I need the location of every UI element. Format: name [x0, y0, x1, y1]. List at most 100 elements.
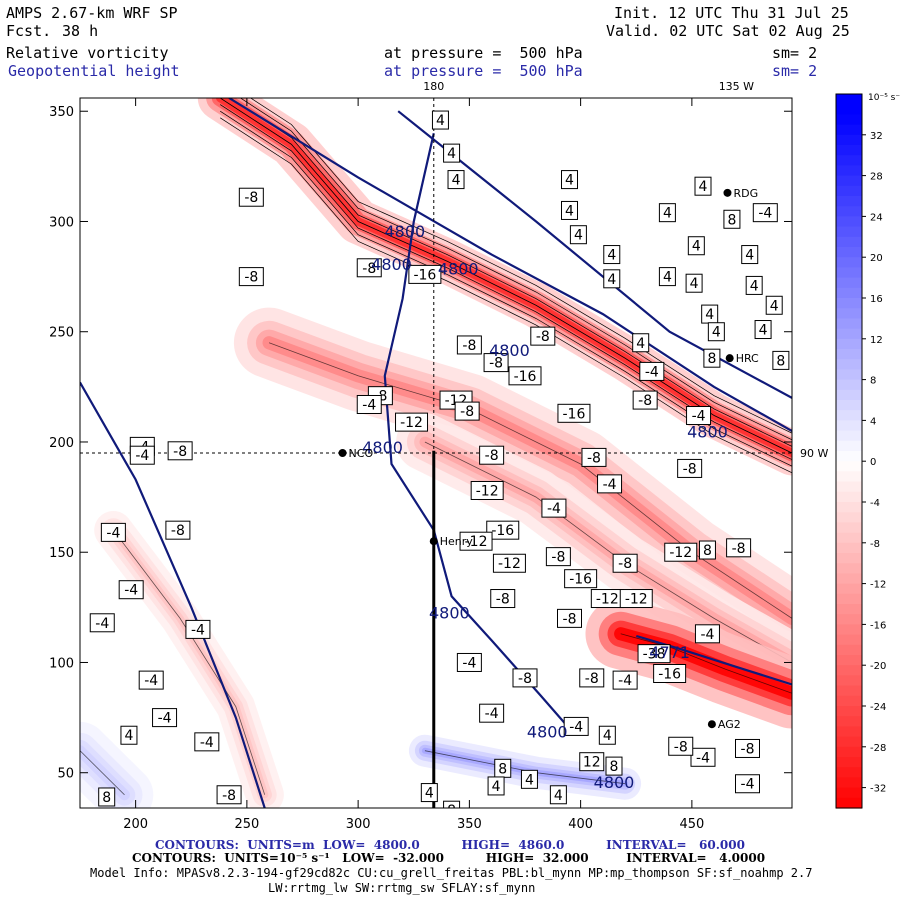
colorbar-cell — [836, 512, 862, 523]
vorticity-label-box — [483, 353, 509, 373]
height-label: 4771 — [649, 643, 690, 662]
x-tick-label: 450 — [679, 817, 704, 832]
vorticity-label-box — [754, 320, 772, 340]
colorbar-cell — [836, 379, 862, 391]
colorbar-cell — [836, 267, 862, 279]
vorticity-label: -12 — [400, 415, 423, 431]
colorbar-cell — [836, 359, 862, 370]
vorticity-label: -38 — [643, 647, 666, 663]
vorticity-label: 8 — [707, 351, 716, 367]
vorticity-label: 4 — [692, 239, 701, 255]
field2-name: Geopotential height — [8, 62, 180, 80]
vorticity-label-box — [569, 225, 587, 245]
vorticity-label: -4 — [462, 655, 476, 671]
vorticity-label-box — [752, 203, 778, 223]
vorticity-label-box — [597, 474, 623, 494]
vorticity-label: -4 — [362, 397, 376, 413]
colorbar-cell — [836, 145, 862, 156]
height-contour-4800-2 — [228, 98, 792, 432]
colorbar-label: 20 — [870, 253, 883, 264]
jet-contour-6 — [250, 98, 792, 434]
height-contour-4800-3 — [397, 110, 792, 399]
vorticity-label: -4 — [200, 735, 214, 751]
station-henry-label: Henry — [440, 535, 474, 548]
vorticity-label: -4 — [758, 206, 772, 222]
colorbar-cell — [836, 318, 862, 330]
vorticity-label: -12 — [596, 592, 619, 608]
field2-level: at pressure = 500 hPa — [384, 62, 583, 80]
station-hrc-marker — [725, 354, 734, 363]
vorticity-label-box — [685, 273, 703, 293]
colorbar-cell — [836, 614, 862, 625]
y-tick-label: 100 — [49, 656, 74, 671]
valid-time: Valid. 02 UTC Sat 02 Aug 25 — [606, 22, 850, 40]
vorticity-label-box — [677, 458, 703, 478]
vorticity-label: 4 — [565, 173, 574, 189]
vorticity-label: 12 — [583, 755, 601, 771]
colorbar-cell — [836, 695, 862, 707]
height-label: 4800 — [384, 222, 425, 241]
vorticity-label: -12 — [498, 556, 521, 572]
vorticity-label-box — [765, 295, 783, 315]
y-tick-label: 350 — [49, 105, 74, 120]
vorticity-label: -4 — [603, 477, 617, 493]
colorbar-label: 0 — [870, 457, 876, 468]
colorbar-label: 16 — [870, 294, 883, 305]
vorticity-label-box — [530, 326, 556, 346]
vorticity-label-box — [541, 498, 567, 518]
vorticity-label-box — [603, 245, 621, 265]
vorticity-label-box — [561, 170, 578, 190]
vorticity-label-box — [579, 752, 605, 772]
vorticity-label-box — [167, 441, 193, 461]
vorticity-label-box — [520, 769, 538, 789]
vorticity-label: 4 — [690, 276, 699, 292]
vorticity-label: -8 — [496, 592, 510, 608]
vorticity-label: -8 — [462, 338, 476, 354]
station-rdg-marker — [723, 188, 732, 197]
colorbar-cell — [836, 175, 862, 187]
vorticity-label: -8 — [485, 448, 499, 464]
vorticity-label-box — [490, 589, 516, 609]
colorbar-cell — [836, 389, 862, 401]
colorbar-label: 8 — [870, 376, 876, 387]
vorticity-label: -8 — [518, 671, 532, 687]
vorticity-label-box — [632, 333, 650, 353]
vorticity-label-box — [138, 670, 164, 690]
colorbar-cell — [836, 185, 862, 197]
vorticity-label: 4 — [574, 228, 583, 244]
height-label: 4800 — [489, 341, 530, 360]
vorticity-label: -16 — [658, 666, 681, 682]
colorbar-cell — [836, 400, 862, 411]
vorticity-label-box — [89, 613, 115, 633]
grid-ref-label: 135 W — [719, 80, 754, 93]
vorticity-label-box — [690, 747, 716, 767]
grid-ref-label: 180 — [423, 80, 444, 93]
vorticity-label-box — [479, 445, 505, 465]
colorbar-label: 24 — [870, 212, 883, 223]
height-label: 4800 — [429, 603, 470, 622]
vorticity-label-box — [745, 275, 763, 295]
vorticity-label-box — [735, 738, 760, 758]
colorbar-cell — [836, 440, 862, 452]
vorticity-label-box — [512, 668, 538, 688]
vorticity-label: -4 — [485, 706, 499, 722]
vorticity-label-box — [216, 785, 242, 805]
colorbar-cell — [836, 430, 862, 442]
vorticity-label-box — [694, 624, 720, 644]
vorticity-label: 4 — [663, 206, 672, 222]
vorticity-label-box — [118, 580, 144, 600]
vorticity-label: -4 — [547, 501, 561, 517]
colorbar-cell — [836, 451, 862, 462]
vorticity-label: -8 — [587, 450, 601, 466]
colorbar-label: -24 — [870, 702, 886, 713]
vorticity-label: -12 — [476, 483, 499, 499]
colorbar-cell — [836, 277, 862, 289]
colorbar-cell — [836, 624, 862, 636]
vorticity-label: -4 — [569, 719, 583, 735]
vorticity-label-box — [456, 652, 482, 672]
model-title: AMPS 2.67-km WRF SP — [6, 4, 178, 22]
station-ag2-label: AG2 — [718, 718, 741, 731]
vorticity-label-box — [772, 350, 790, 370]
vorticity-label-box — [165, 520, 191, 540]
vorticity-label-box — [563, 716, 589, 736]
